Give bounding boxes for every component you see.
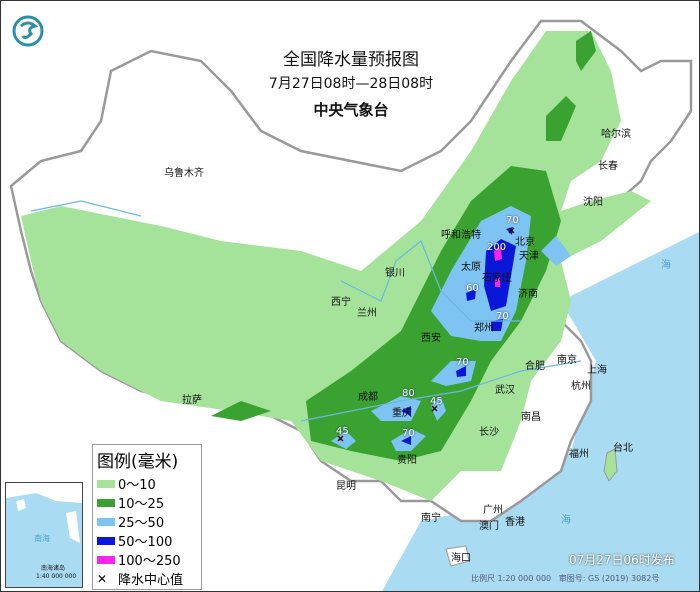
- legend-label: 降水中心值: [118, 573, 184, 588]
- rain-center-value: 80: [402, 388, 415, 399]
- legend-swatch: [97, 517, 115, 526]
- inset-scale: 1:40 000 000: [36, 573, 77, 580]
- city-label: 兰州: [357, 308, 377, 319]
- city-label: 成都: [358, 392, 378, 403]
- city-label: 南京: [557, 355, 577, 366]
- city-label: 天津: [519, 251, 539, 262]
- city-label: 昆明: [336, 481, 356, 492]
- legend-item: 0～10: [97, 474, 197, 493]
- city-label: 太原: [461, 262, 481, 273]
- sea: [382, 232, 699, 591]
- rain-100-250: [494, 247, 502, 287]
- south-china-sea-inset: 南海 南海诸岛 1:40 000 000: [5, 482, 83, 588]
- city-label: 广州: [483, 505, 503, 516]
- legend: 图例(毫米) 0～10 10～25 25～50 50～100 100～250 ✕…: [92, 444, 202, 590]
- legend-item: 25～50: [97, 512, 197, 531]
- city-label: 杭州: [571, 381, 591, 392]
- rain-center-markers: [337, 227, 515, 442]
- legend-label: 100～250: [118, 554, 181, 569]
- rain-50-100: [401, 227, 516, 445]
- rain-center-value: 200: [487, 242, 507, 253]
- city-label: 北京: [515, 237, 535, 248]
- cma-logo: [12, 15, 44, 47]
- legend-label: 25～50: [118, 516, 165, 531]
- legend-item: 10～25: [97, 493, 197, 512]
- legend-title: 图例(毫米): [97, 452, 179, 472]
- city-label: 南昌: [521, 412, 541, 423]
- rain-center-value: 70: [456, 357, 469, 368]
- taiwan-island: [603, 448, 618, 482]
- city-label: 西宁: [331, 297, 351, 308]
- rain-0-10: [21, 31, 651, 501]
- city-label: 乌鲁木齐: [164, 168, 204, 179]
- city-label: 台北: [613, 443, 633, 454]
- rain-center-value: 70: [496, 311, 509, 322]
- rain-center-value: 70: [506, 215, 519, 226]
- city-label: 合肥: [525, 361, 545, 372]
- city-label: 重庆: [392, 408, 412, 419]
- city-label: 郑州: [474, 323, 494, 334]
- inset-map: [6, 483, 82, 543]
- hainan-island: [445, 545, 470, 567]
- city-label: 长沙: [479, 427, 499, 438]
- cross-icon: ✕: [97, 571, 108, 586]
- inset-sea-label: 南海: [34, 534, 50, 543]
- map-title: 全国降水量预报图: [283, 50, 419, 70]
- issue-time: 07月27日06时发布: [569, 553, 675, 567]
- city-label: 澳门: [479, 521, 499, 532]
- city-label: 西安: [421, 333, 441, 344]
- city-label: 香港: [505, 517, 525, 528]
- city-label: 拉萨: [182, 395, 202, 406]
- rivers: [30, 200, 582, 422]
- legend-swatch: [97, 555, 115, 564]
- inset-islands-label: 南海诸岛: [41, 565, 66, 572]
- city-label: 石家庄: [482, 273, 512, 284]
- city-label: 海口: [451, 553, 471, 564]
- forecast-period: 7月27日08时—28日08时: [268, 76, 434, 92]
- city-label: 上海: [587, 365, 607, 376]
- rain-center-value: 60: [466, 283, 479, 294]
- legend-item: ✕ 降水中心值: [97, 569, 197, 589]
- legend-item: 50～100: [97, 531, 197, 550]
- city-label: 南宁: [421, 513, 441, 524]
- city-label: 沈阳: [583, 197, 603, 208]
- scale-text: 比例尺 1:20 000 000: [471, 574, 552, 583]
- city-label: 长春: [598, 161, 618, 172]
- city-label: 哈尔滨: [601, 129, 631, 140]
- sea-label: 海: [661, 260, 671, 271]
- sea-label: 海: [561, 515, 571, 526]
- map-approval: 审图号: GS (2019) 3082号: [558, 574, 660, 583]
- legend-label: 50～100: [118, 535, 173, 550]
- legend-label: 0～10: [118, 478, 156, 493]
- city-label: 贵阳: [397, 455, 417, 466]
- map-footer: 比例尺 1:20 000 000 审图号: GS (2019) 3082号: [471, 573, 659, 584]
- rain-center-value: 45: [430, 396, 443, 407]
- legend-swatch: [97, 479, 115, 488]
- legend-swatch: [97, 498, 115, 507]
- city-label: 银川: [385, 268, 405, 279]
- rain-center-value: 45: [336, 426, 349, 437]
- issuer: 中央气象台: [313, 101, 389, 119]
- legend-swatch: [97, 536, 115, 545]
- legend-label: 10～25: [118, 497, 165, 512]
- city-label: 武汉: [495, 385, 515, 396]
- city-label: 福州: [569, 449, 589, 460]
- legend-item: 100～250: [97, 550, 197, 569]
- city-label: 呼和浩特: [441, 230, 481, 241]
- rain-center-value: 70: [402, 428, 415, 439]
- city-label: 济南: [518, 289, 538, 300]
